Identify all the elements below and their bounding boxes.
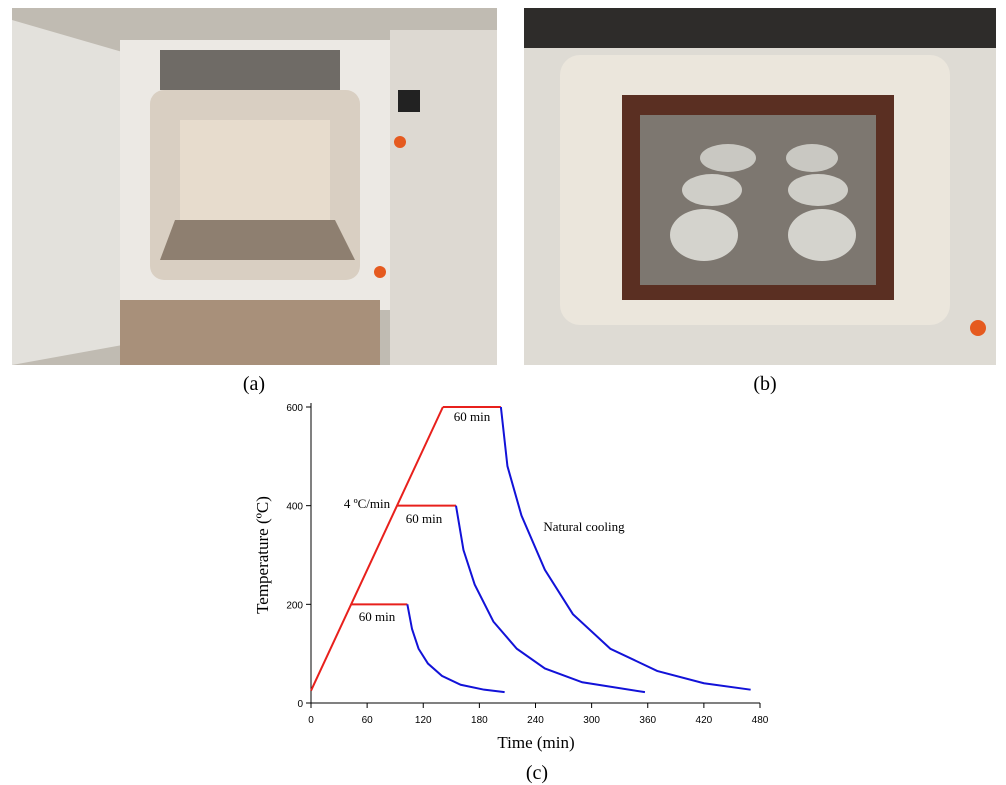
x-tick-label: 240 (527, 715, 544, 726)
x-tick-label: 0 (308, 715, 314, 726)
panel-label: (c) (526, 762, 548, 784)
annotation: 60 min (359, 609, 396, 624)
annotation: 60 min (406, 511, 443, 526)
x-tick-label: 480 (752, 715, 769, 726)
y-tick-label: 600 (286, 403, 303, 414)
y-tick-label: 0 (297, 699, 303, 710)
data-line (406, 604, 505, 694)
data-line (310, 406, 444, 692)
panel-label: (b) (753, 373, 776, 395)
x-tick-label: 420 (696, 715, 713, 726)
panel-label: (a) (243, 373, 265, 395)
plot-area: 0 60 120 180 240 300 360 420 480 0 200 400 600 60 min… (286, 403, 769, 726)
x-axis-label: Time (min) (497, 733, 574, 752)
photo-b (524, 8, 996, 365)
x-tick-label: 300 (583, 715, 600, 726)
y-axis-label: Temperature (ºC) (253, 496, 272, 614)
annotation: 60 min (454, 409, 491, 424)
photo-a (12, 8, 497, 365)
x-tick-label: 120 (415, 715, 432, 726)
annotation: Natural cooling (543, 519, 625, 534)
data-line (499, 406, 751, 691)
data-line (455, 505, 646, 694)
x-tick-label: 180 (471, 715, 488, 726)
annotation: 4 ºC/min (344, 496, 391, 511)
x-tick-label: 360 (639, 715, 656, 726)
y-tick-label: 200 (286, 600, 303, 611)
x-tick-label: 60 (362, 715, 374, 726)
y-tick-label: 400 (286, 502, 303, 513)
